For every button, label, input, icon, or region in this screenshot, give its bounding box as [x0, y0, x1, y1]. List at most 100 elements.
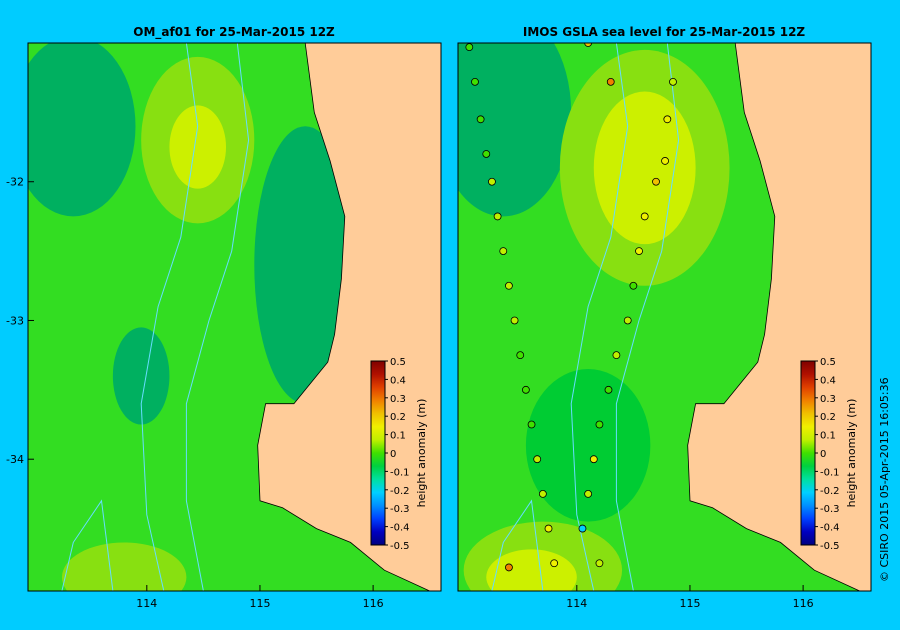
right-panel-title: IMOS GSLA sea level for 25-Mar-2015 12Z: [523, 25, 806, 39]
observation-point-17: [505, 563, 513, 572]
observation-point-21: [669, 77, 677, 86]
observation-point-20: [606, 77, 615, 86]
x-tick-label-2: 116: [793, 597, 814, 610]
right-colorbar: 0.5 0.4 0.3 0.2 0.1 0 -0.1 -0.2 -0.3 -0.4 -0.5 heig…: [800, 357, 858, 552]
colorbar-label: height anomaly (m): [845, 399, 858, 508]
observation-point-3: [482, 150, 491, 158]
observation-point-36: [602, 592, 609, 599]
observation-point-26: [635, 247, 643, 256]
bathymetry-line-0: [140, 43, 199, 591]
observation-point-27: [629, 281, 638, 290]
colorbar-tick-label-3: 0.2: [820, 412, 836, 423]
colorbar-tick-label-5: 0: [390, 449, 396, 460]
observation-point-10: [521, 385, 530, 394]
observation-point-15: [550, 559, 559, 568]
y-tick-label-1: -33: [6, 314, 24, 327]
field-contour-2: [593, 91, 696, 245]
observation-point-5: [493, 212, 502, 221]
right-axes: 114 115 116: [457, 42, 872, 610]
observation-point-35: [595, 559, 604, 568]
x-tick-label-1: 115: [679, 597, 700, 610]
left-bathymetry-contours: [61, 43, 250, 591]
colorbar-tick-label-3: 0.2: [390, 412, 406, 423]
bathymetry-line-0: [570, 43, 629, 591]
observation-point-12: [533, 455, 542, 464]
field-contour-1: [112, 327, 170, 425]
colorbar-tick-label-0: 0.5: [820, 357, 836, 368]
colorbar-tick-label-6: -0.1: [820, 467, 840, 478]
x-tick-label-2: 116: [363, 597, 384, 610]
observation-point-19: [584, 43, 593, 47]
left-land-mass: [257, 43, 441, 591]
colorbar-tick-label-7: -0.2: [390, 486, 410, 497]
colorbar-tick-label-2: 0.3: [820, 394, 836, 405]
observation-point-0: [465, 43, 474, 52]
colorbar-tick-label-10: -0.5: [820, 541, 840, 552]
observation-point-34: [578, 524, 587, 533]
observation-point-25: [640, 212, 649, 221]
observation-point-24: [652, 177, 660, 186]
colorbar-tick-label-7: -0.2: [820, 486, 840, 497]
y-tick-label-2: -34: [6, 453, 24, 466]
axes-frame: [27, 42, 442, 592]
colorbar-tick-label-4: 0.1: [390, 431, 406, 442]
right-land-mass: [687, 43, 871, 591]
observation-point-30: [604, 385, 613, 394]
x-tick-label-0: 114: [136, 597, 157, 610]
colorbar-tick-label-1: 0.4: [820, 375, 836, 386]
observation-point-7: [505, 281, 513, 290]
observation-point-2: [476, 115, 485, 124]
colorbar-tick-label-4: 0.1: [820, 431, 836, 442]
field-contour-0: [28, 43, 136, 217]
field-contour-3: [525, 369, 651, 522]
axes-frame: [457, 42, 872, 592]
observation-point-11: [527, 420, 536, 429]
bathymetry-line-2: [491, 499, 544, 591]
observation-point-13: [538, 489, 547, 498]
colorbar-tick-label-9: -0.4: [820, 523, 840, 534]
observation-point-9: [516, 351, 525, 360]
field-contour-5: [61, 542, 187, 591]
observation-point-8: [510, 316, 519, 325]
observation-point-29: [612, 351, 621, 360]
observation-point-31: [595, 420, 604, 429]
left-colorbar: 0.5 0.4 0.3 0.2 0.1 0 -0.1 -0.2 -0.3 -0.4 -0.5 heig…: [370, 357, 428, 552]
colorbar-gradient: [370, 360, 386, 546]
observation-point-6: [499, 247, 508, 256]
field-contour-4: [169, 105, 227, 189]
observation-point-32: [589, 455, 598, 464]
colorbar-gradient: [800, 360, 816, 546]
observation-point-33: [584, 489, 593, 498]
left-panel: OM_af01 for 25-Mar-2015 12Z 0.5 0.4 0.3 0.2…: [6, 25, 442, 610]
observation-point-16: [485, 592, 492, 599]
field-contour-0: [458, 43, 572, 217]
colorbar-tick-label-8: -0.3: [390, 504, 410, 515]
observation-point-23: [661, 157, 669, 165]
copyright-note: © CSIRO 2015 05-Apr-2015 16:05:36: [878, 377, 891, 582]
bathymetry-line-2: [61, 499, 114, 591]
observation-point-22: [663, 115, 672, 124]
colorbar-tick-label-8: -0.3: [820, 504, 840, 515]
colorbar-tick-label-2: 0.3: [390, 394, 406, 405]
colorbar-tick-label-6: -0.1: [390, 467, 410, 478]
observation-point-28: [623, 316, 632, 325]
colorbar-tick-label-0: 0.5: [390, 357, 406, 368]
x-tick-label-0: 114: [566, 597, 587, 610]
right-bathymetry-contours: [491, 43, 680, 591]
bathymetry-line-1: [615, 43, 680, 591]
left-panel-title: OM_af01 for 25-Mar-2015 12Z: [133, 25, 335, 40]
right-observation-points: [465, 43, 677, 599]
x-tick-label-1: 115: [249, 597, 270, 610]
colorbar-tick-label-10: -0.5: [390, 541, 410, 552]
bathymetry-line-1: [185, 43, 250, 591]
colorbar-tick-label-1: 0.4: [390, 375, 406, 386]
y-tick-label-0: -32: [6, 176, 24, 189]
observation-point-14: [544, 524, 553, 533]
colorbar-label: height anomaly (m): [415, 399, 428, 508]
colorbar-tick-label-5: 0: [820, 449, 826, 460]
colorbar-tick-label-9: -0.4: [390, 523, 410, 534]
observation-point-4: [488, 177, 496, 186]
field-contour-2: [254, 126, 357, 404]
right-panel: IMOS GSLA sea level for 25-Mar-2015 12Z …: [457, 25, 872, 610]
